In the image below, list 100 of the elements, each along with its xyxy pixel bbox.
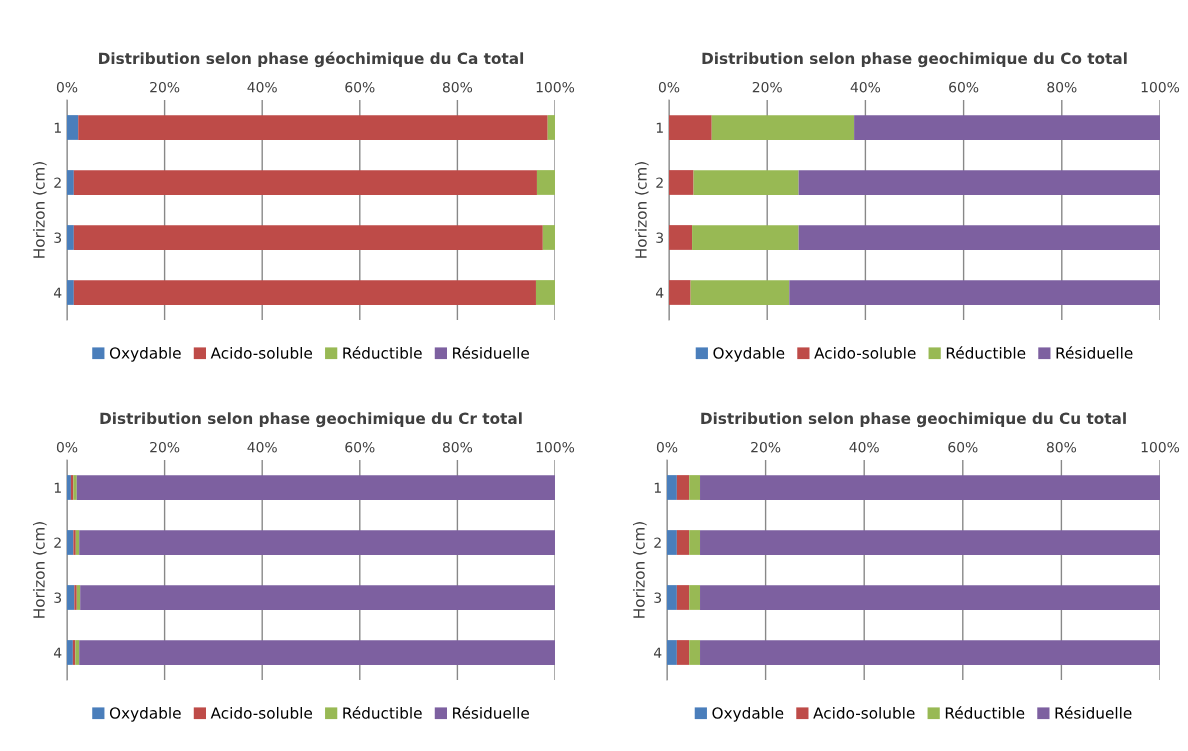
x-tick-label: 80% [1046, 441, 1077, 453]
bar [798, 225, 1160, 250]
legend-label: Réductible [946, 346, 1026, 359]
bar [74, 585, 77, 610]
bar [667, 530, 677, 555]
x-tick-label: 60% [345, 81, 375, 93]
y-axis-title: Horizon (cm) [632, 522, 647, 618]
bar [67, 115, 79, 140]
bar [547, 115, 555, 140]
bar [690, 280, 790, 305]
y-tick-label: 3 [654, 592, 662, 603]
bar [79, 640, 555, 665]
x-tick-label: 40% [850, 81, 881, 93]
bar [692, 225, 799, 250]
legend-label: Oxydable [712, 706, 784, 722]
bar [667, 640, 677, 665]
bar [536, 170, 555, 195]
bar [711, 115, 855, 140]
bar [667, 475, 677, 500]
bar [669, 280, 691, 305]
bar [669, 225, 693, 250]
bar [669, 115, 712, 140]
chart-title: Distribution selon phase geochimique du Cu total [701, 412, 1126, 428]
x-tick-label: 20% [150, 441, 180, 453]
y-tick-label: 3 [54, 232, 62, 243]
legend-label: Résiduelle [453, 706, 529, 719]
y-axis-title: Horizon (cm) [32, 162, 47, 258]
bar [798, 170, 1160, 195]
x-tick-label: 0% [56, 81, 78, 93]
bar [700, 640, 1160, 665]
legend-label: Oxydable [713, 346, 785, 362]
chart-title: Distribution selon phase geochimique du Cr total [100, 412, 522, 428]
legend-label: Oxydable [109, 346, 181, 362]
y-tick-label: 1 [654, 482, 661, 493]
y-tick-label: 4 [53, 647, 62, 658]
bar [689, 475, 701, 500]
bar [676, 530, 690, 555]
x-tick-label: 20% [751, 441, 781, 453]
y-tick-label: 2 [654, 537, 661, 548]
bar [73, 530, 76, 555]
x-tick-label: 0% [656, 441, 678, 453]
legend-label: Acido-soluble [210, 706, 313, 719]
x-tick-label: 100% [536, 441, 575, 453]
x-tick-label: 100% [1141, 441, 1180, 453]
bar [789, 280, 1160, 305]
legend-label: Résiduelle [1055, 706, 1132, 719]
y-tick-label: 2 [54, 537, 61, 548]
bar [78, 115, 548, 140]
y-tick-label: 1 [656, 122, 663, 133]
legend-label: Réductible [343, 706, 422, 719]
y-tick-label: 3 [656, 232, 664, 243]
bar [73, 225, 543, 250]
legend-label: Réductible [945, 706, 1025, 719]
legend-label: Résiduelle [1056, 346, 1133, 359]
y-tick-label: 1 [54, 482, 61, 493]
x-tick-label: 20% [752, 81, 782, 93]
x-tick-label: 60% [948, 441, 978, 453]
x-tick-label: 100% [536, 81, 575, 93]
legend-label: Acido-soluble [814, 346, 916, 359]
x-tick-label: 100% [1141, 81, 1180, 93]
bar [676, 585, 690, 610]
bar [79, 530, 555, 555]
bar [67, 280, 74, 305]
bar [75, 640, 80, 665]
bar [700, 585, 1160, 610]
bar [667, 585, 677, 610]
x-tick-label: 60% [345, 441, 375, 453]
legend-label: Résiduelle [453, 346, 529, 359]
bar [73, 280, 536, 305]
legend-label: Réductible [343, 346, 422, 359]
bar [689, 585, 701, 610]
x-tick-label: 40% [247, 81, 277, 93]
bar [67, 170, 74, 195]
bar [67, 530, 74, 555]
y-tick-label: 2 [54, 177, 61, 188]
bar [542, 225, 555, 250]
bar [67, 640, 73, 665]
bar [676, 640, 690, 665]
chart-title: Distribution selon phase geochimique du Co total [702, 52, 1127, 68]
bar [80, 585, 555, 610]
x-tick-label: 60% [949, 81, 979, 93]
y-tick-label: 4 [53, 287, 62, 298]
chart-title: Distribution selon phase géochimique du Ca total [99, 51, 524, 68]
bar [693, 170, 799, 195]
y-tick-label: 3 [54, 592, 62, 603]
bar [67, 585, 75, 610]
y-axis-title: Horizon (cm) [32, 522, 47, 618]
bar [700, 475, 1160, 500]
x-tick-label: 20% [150, 81, 180, 93]
bar [700, 530, 1160, 555]
x-tick-label: 80% [1047, 81, 1077, 93]
bar [676, 475, 690, 500]
bar [689, 640, 701, 665]
bar [67, 225, 74, 250]
x-tick-label: 0% [658, 81, 680, 93]
bar [854, 115, 1160, 140]
y-axis-title: Horizon (cm) [634, 162, 649, 258]
y-tick-label: 4 [653, 647, 662, 658]
x-tick-label: 40% [849, 441, 879, 453]
bar [73, 170, 537, 195]
